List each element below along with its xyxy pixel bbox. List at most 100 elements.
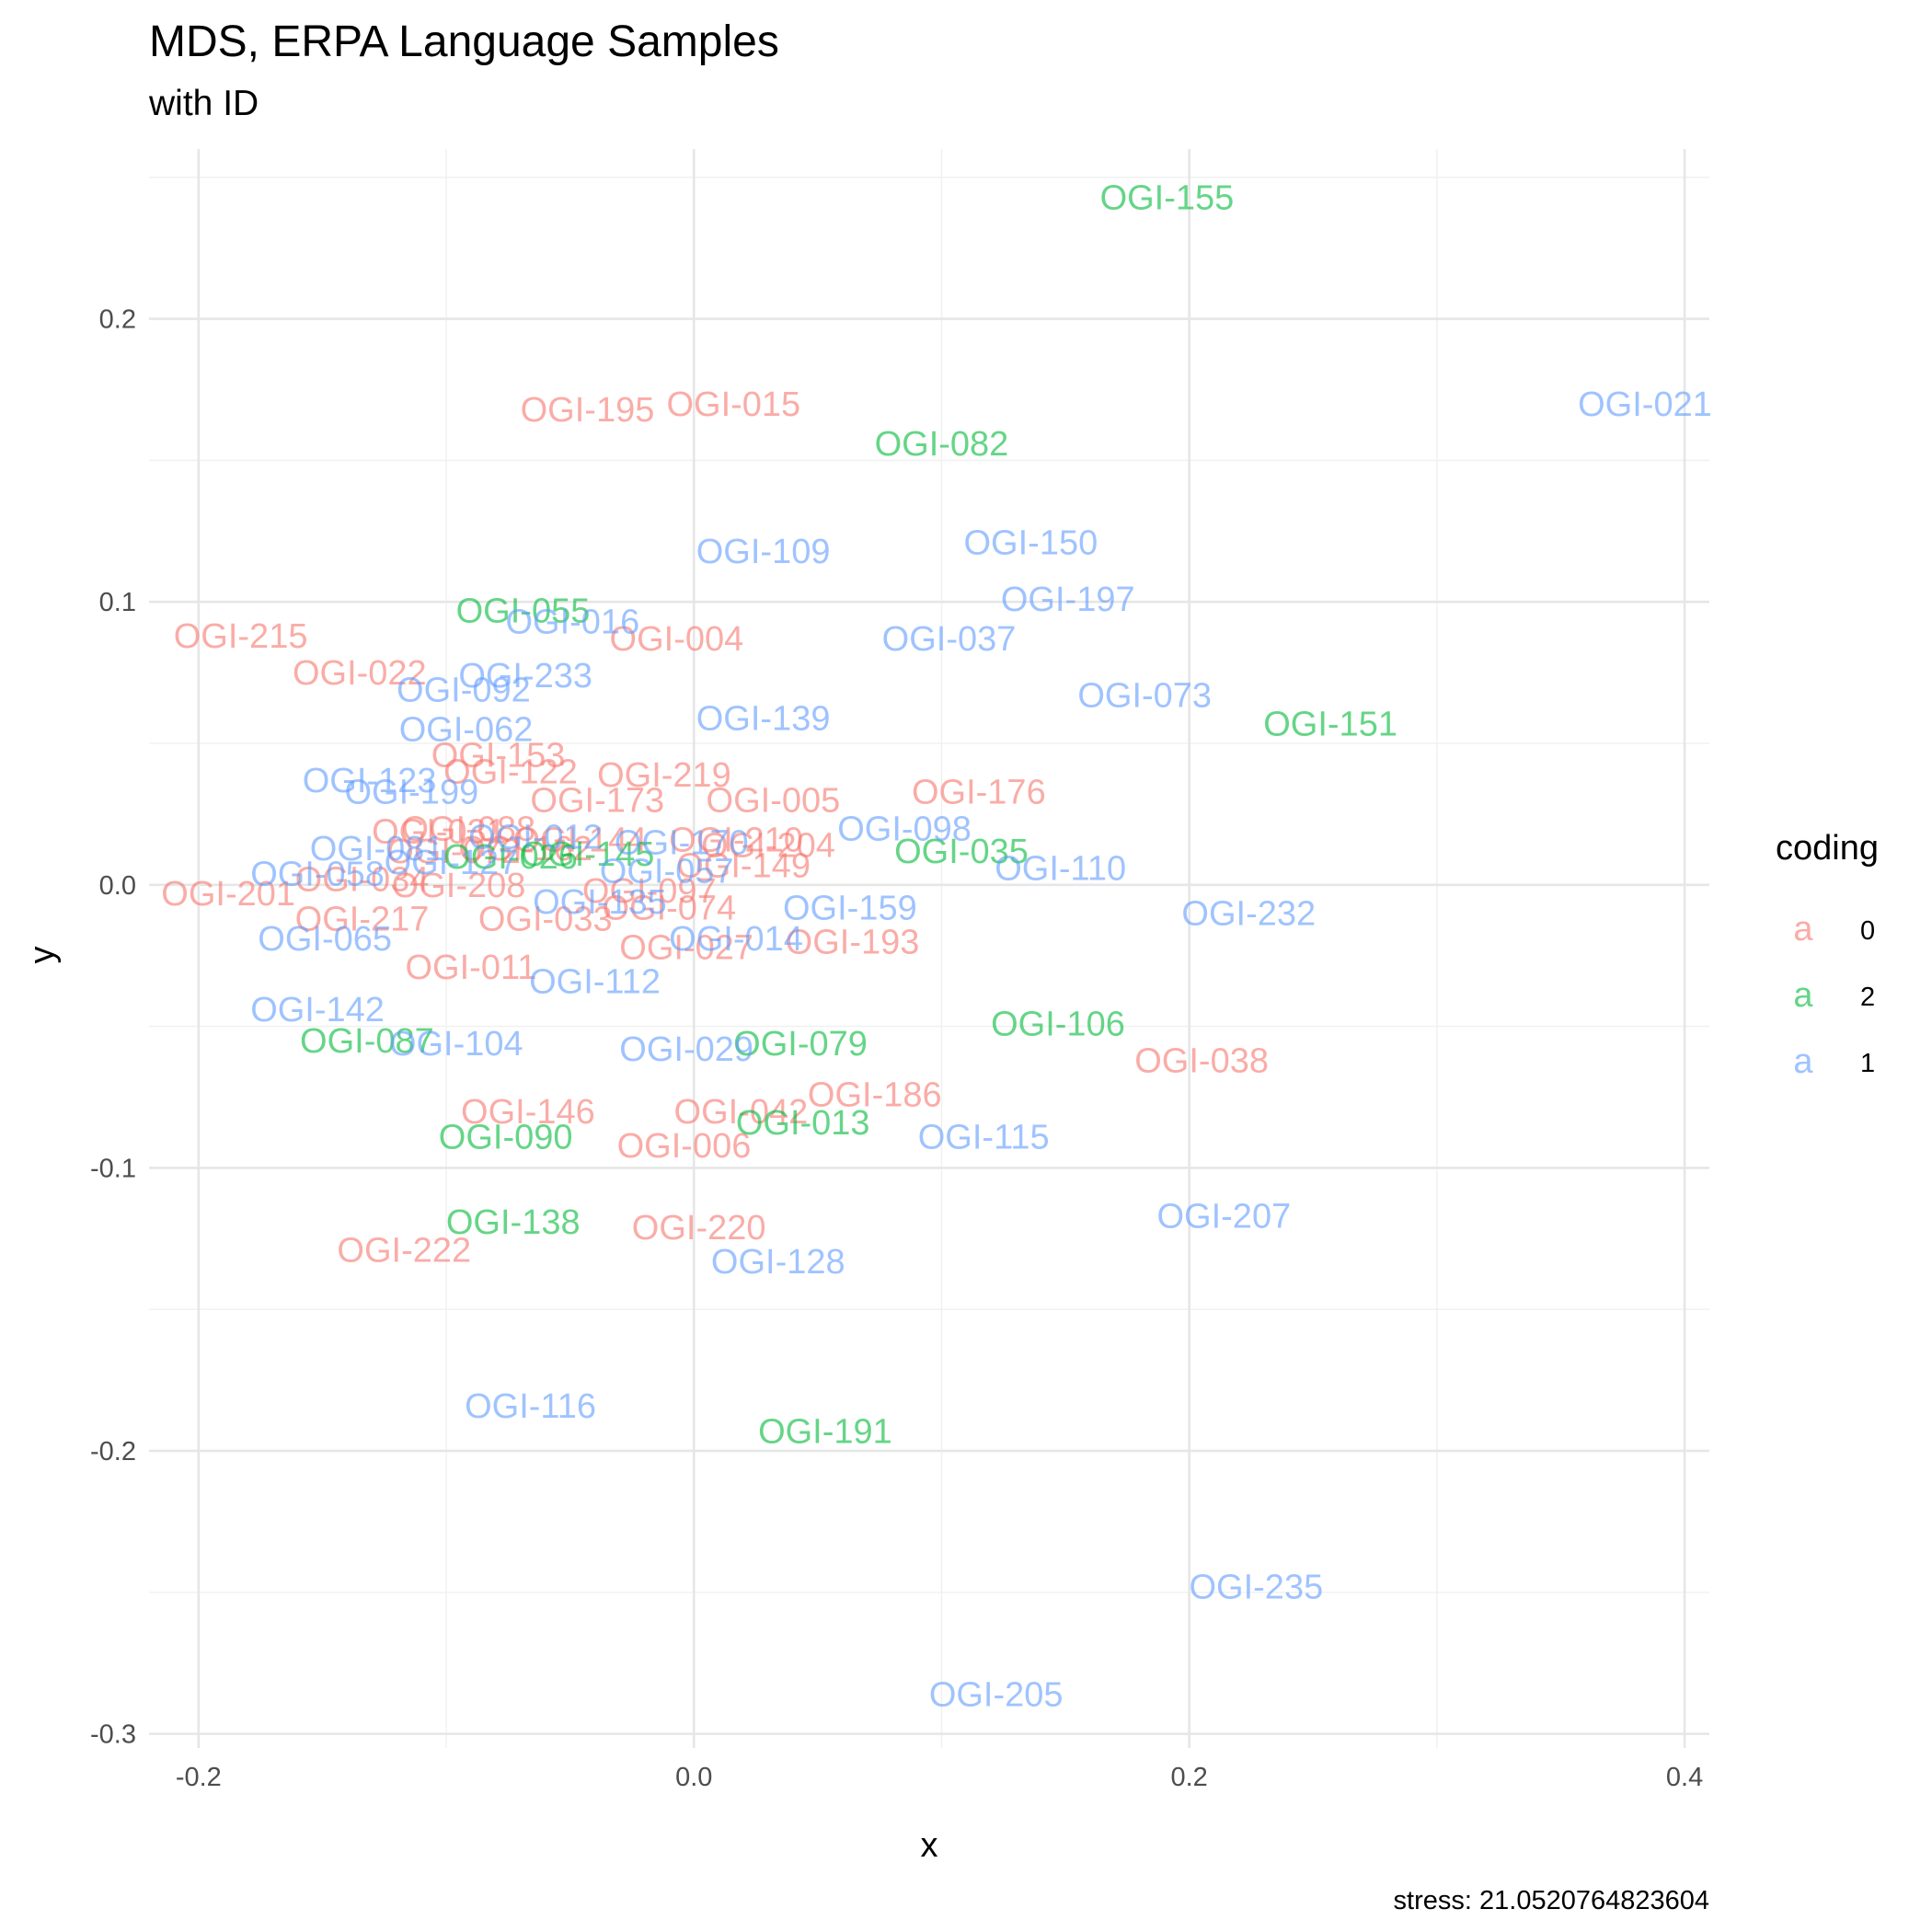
point-label: OGI-159 — [783, 889, 917, 927]
x-axis-ticks: -0.2 0.0 0.2 0.4 — [176, 1763, 1703, 1792]
point-label: OGI-021 — [1578, 385, 1712, 424]
point-label: OGI-219 — [597, 756, 731, 795]
x-tick-label: 0.4 — [1666, 1763, 1703, 1792]
point-label: OGI-072 — [386, 833, 521, 871]
stress-caption: stress: 21.0520764823604 — [1394, 1886, 1709, 1915]
point-label: OGI-058 — [250, 855, 385, 893]
point-label: OGI-146 — [461, 1093, 595, 1132]
legend-entry-label: 2 — [1860, 983, 1875, 1012]
minor-gridlines — [149, 149, 1709, 1748]
point-label: OGI-079 — [733, 1025, 868, 1064]
chart-title: MDS, ERPA Language Samples — [149, 17, 779, 66]
point-label: OGI-220 — [632, 1209, 766, 1248]
point-label: OGI-170 — [615, 824, 749, 863]
point-label: OGI-149 — [676, 846, 811, 885]
legend-title: coding — [1776, 829, 1879, 868]
point-label: OGI-201 — [161, 875, 295, 914]
point-label: OGI-215 — [174, 617, 308, 656]
y-tick-label: 0.0 — [99, 871, 136, 901]
x-tick-label: -0.2 — [176, 1763, 222, 1792]
point-label: OGI-038 — [1134, 1042, 1269, 1081]
major-gridlines — [149, 149, 1709, 1748]
point-label: OGI-035 — [894, 833, 1029, 871]
legend-key-glyph: a — [1793, 910, 1813, 949]
legend-entry-label: 1 — [1860, 1049, 1875, 1078]
point-label: OGI-016 — [505, 604, 639, 642]
point-label: OGI-109 — [696, 533, 831, 571]
y-tick-label: -0.3 — [90, 1720, 136, 1750]
point-label: OGI-204 — [701, 827, 835, 866]
point-label: OGI-073 — [1077, 677, 1212, 716]
point-label: OGI-235 — [1189, 1569, 1323, 1607]
legend: coding a 0 a 2 a 1 — [1776, 829, 1879, 1081]
point-label: OGI-082 — [875, 425, 1009, 464]
point-label: OGI-115 — [918, 1119, 1050, 1157]
point-label: OGI-142 — [250, 991, 385, 1029]
point-label: OGI-087 — [300, 1022, 434, 1061]
y-tick-label: -0.2 — [90, 1437, 136, 1466]
point-label: OGI-104 — [389, 1025, 523, 1064]
point-label: OGI-155 — [1100, 178, 1235, 217]
point-label: OGI-033 — [478, 901, 613, 939]
point-label: OGI-055 — [456, 592, 591, 630]
legend-entry-label: 0 — [1860, 916, 1875, 946]
chart-subtitle: with ID — [148, 84, 259, 123]
point-label: OGI-186 — [808, 1075, 942, 1114]
point-label: OGI-233 — [458, 657, 592, 696]
point-label: OGI-042 — [674, 1093, 809, 1132]
point-label: OGI-074 — [602, 889, 736, 927]
point-label: OGI-232 — [1181, 895, 1316, 934]
point-label: OGI-011 — [406, 949, 537, 987]
legend-key-glyph: a — [1793, 1042, 1813, 1081]
point-label: OGI-097 — [582, 872, 717, 911]
point-label: OGI-034 — [295, 861, 430, 900]
point-label: OGI-191 — [758, 1412, 892, 1451]
point-label: OGI-026 — [443, 838, 578, 877]
point-label: OGI-057 — [600, 852, 734, 891]
point-label: OGI-197 — [1001, 581, 1135, 619]
point-label: OGI-092 — [397, 672, 531, 710]
point-label: OGI-173 — [530, 782, 664, 821]
point-label: OGI-090 — [439, 1119, 573, 1157]
point-label: OGI-015 — [666, 385, 800, 424]
point-label: OGI-151 — [1263, 705, 1397, 743]
point-label: OGI-210 — [669, 822, 803, 860]
y-axis-ticks: -0.3 -0.2 -0.1 0.0 0.1 0.2 — [90, 305, 136, 1750]
y-axis-title: y — [23, 947, 62, 964]
point-label: OGI-162 — [458, 830, 592, 868]
point-labels: OGI-195 OGI-015 OGI-215 OGI-004 OGI-022 OGI-1… — [161, 178, 1712, 1714]
point-label: OGI-150 — [964, 524, 1098, 563]
point-label: OGI-138 — [446, 1203, 581, 1242]
point-label: OGI-127 — [385, 844, 519, 882]
point-label: OGI-116 — [465, 1387, 596, 1426]
point-label: OGI-176 — [912, 773, 1046, 811]
point-label: OGI-217 — [295, 901, 430, 939]
point-label: OGI-145 — [521, 835, 655, 874]
x-tick-label: 0.0 — [675, 1763, 712, 1792]
point-label: OGI-062 — [399, 711, 534, 750]
point-label: OGI-144 — [513, 822, 648, 860]
point-label: OGI-031 — [372, 812, 506, 851]
point-label: OGI-195 — [521, 391, 655, 430]
y-tick-label: -0.1 — [90, 1154, 136, 1183]
point-label: OGI-005 — [707, 782, 841, 821]
point-label: OGI-222 — [337, 1232, 471, 1271]
point-label: OGI-012 — [468, 818, 603, 857]
point-label: OGI-027 — [619, 928, 753, 967]
point-label: OGI-193 — [786, 923, 920, 961]
point-label: OGI-106 — [991, 1006, 1125, 1044]
x-axis-title: x — [921, 1826, 938, 1865]
point-label: OGI-128 — [711, 1243, 845, 1282]
point-label: OGI-112 — [529, 962, 661, 1001]
point-label: OGI-123 — [303, 762, 437, 800]
point-label: OGI-065 — [258, 920, 392, 959]
point-label: OGI-205 — [929, 1676, 1064, 1715]
legend-key-glyph: a — [1793, 976, 1813, 1015]
point-label: OGI-022 — [293, 654, 427, 693]
point-label: OGI-208 — [392, 867, 526, 905]
y-tick-label: 0.2 — [99, 305, 136, 335]
point-label: OGI-037 — [882, 620, 1017, 659]
point-label: OGI-014 — [669, 920, 803, 959]
x-tick-label: 0.2 — [1171, 1763, 1208, 1792]
